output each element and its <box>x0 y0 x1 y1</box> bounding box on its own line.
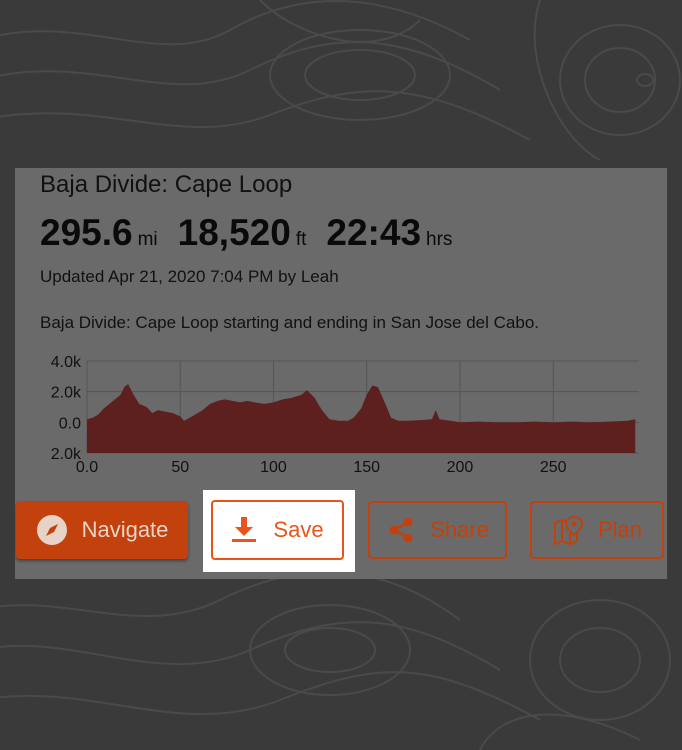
elevation-unit: ft <box>295 229 307 250</box>
x-tick-label: 250 <box>540 459 567 476</box>
duration-value: 22:43 <box>326 212 422 253</box>
save-label: Save <box>273 517 324 542</box>
x-tick-label: 0.0 <box>76 459 98 476</box>
download-icon <box>232 517 257 542</box>
navigate-button[interactable]: Navigate <box>16 501 188 559</box>
y-tick-label: 2.0k <box>51 385 82 402</box>
y-tick-label: 0.0 <box>59 415 81 432</box>
duration-unit: hrs <box>426 229 453 250</box>
elevation-chart: 4.0k2.0k0.02.0k0.0 50 100 150 200 250 <box>51 354 639 476</box>
save-button[interactable]: Save <box>211 500 344 560</box>
distance-value: 295.6 <box>40 212 133 253</box>
elevation-area <box>87 384 636 453</box>
x-tick-label: 200 <box>447 459 474 476</box>
route-stats: 295.6 mi 18,520 ft 22:43 hrs <box>40 212 472 254</box>
plan-label: Plan <box>597 517 643 542</box>
updated-text: Updated Apr 21, 2020 7:04 PM by Leah <box>40 267 339 286</box>
y-tick-label: 2.0k <box>51 446 82 463</box>
compass-icon <box>36 515 67 545</box>
distance-unit: mi <box>137 229 158 250</box>
y-tick-label: 4.0k <box>51 354 82 371</box>
share-button[interactable]: Share <box>368 501 507 559</box>
elevation-value: 18,520 <box>177 212 291 253</box>
share-icon <box>389 517 413 543</box>
x-tick-label: 100 <box>260 459 287 476</box>
x-tick-label: 150 <box>353 459 380 476</box>
map-pin-icon <box>553 515 583 545</box>
navigate-label: Navigate <box>81 517 169 542</box>
share-label: Share <box>430 517 489 542</box>
route-description: Baja Divide: Cape Loop starting and endi… <box>40 313 540 332</box>
route-title: Baja Divide: Cape Loop <box>40 171 293 198</box>
x-tick-label: 50 <box>171 459 189 476</box>
plan-button[interactable]: Plan <box>530 501 664 559</box>
